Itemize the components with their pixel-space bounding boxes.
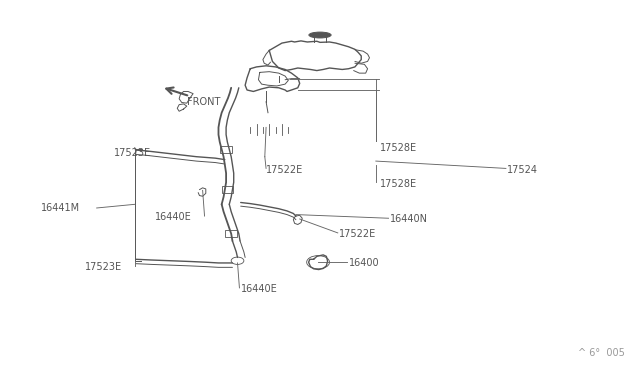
- Circle shape: [307, 256, 330, 269]
- Text: 16440E: 16440E: [155, 212, 192, 222]
- Text: 17524: 17524: [507, 164, 538, 174]
- Text: 16440E: 16440E: [241, 283, 278, 294]
- Bar: [220, 146, 232, 153]
- Text: 16400: 16400: [349, 258, 379, 268]
- Text: 17522E: 17522E: [339, 229, 376, 238]
- Ellipse shape: [309, 32, 331, 38]
- Circle shape: [231, 257, 244, 264]
- Text: FRONT: FRONT: [187, 97, 220, 107]
- Text: 17528E: 17528E: [380, 179, 417, 189]
- Bar: [225, 230, 237, 237]
- Text: 17522E: 17522E: [266, 164, 303, 174]
- Text: 17523E: 17523E: [114, 148, 151, 158]
- Text: ^ 6°  005: ^ 6° 005: [578, 348, 625, 358]
- Text: 16441M: 16441M: [41, 203, 80, 213]
- Text: 17523E: 17523E: [85, 262, 122, 272]
- Bar: [221, 186, 233, 193]
- Text: 17528E: 17528E: [380, 142, 417, 153]
- Text: 16440N: 16440N: [390, 214, 428, 224]
